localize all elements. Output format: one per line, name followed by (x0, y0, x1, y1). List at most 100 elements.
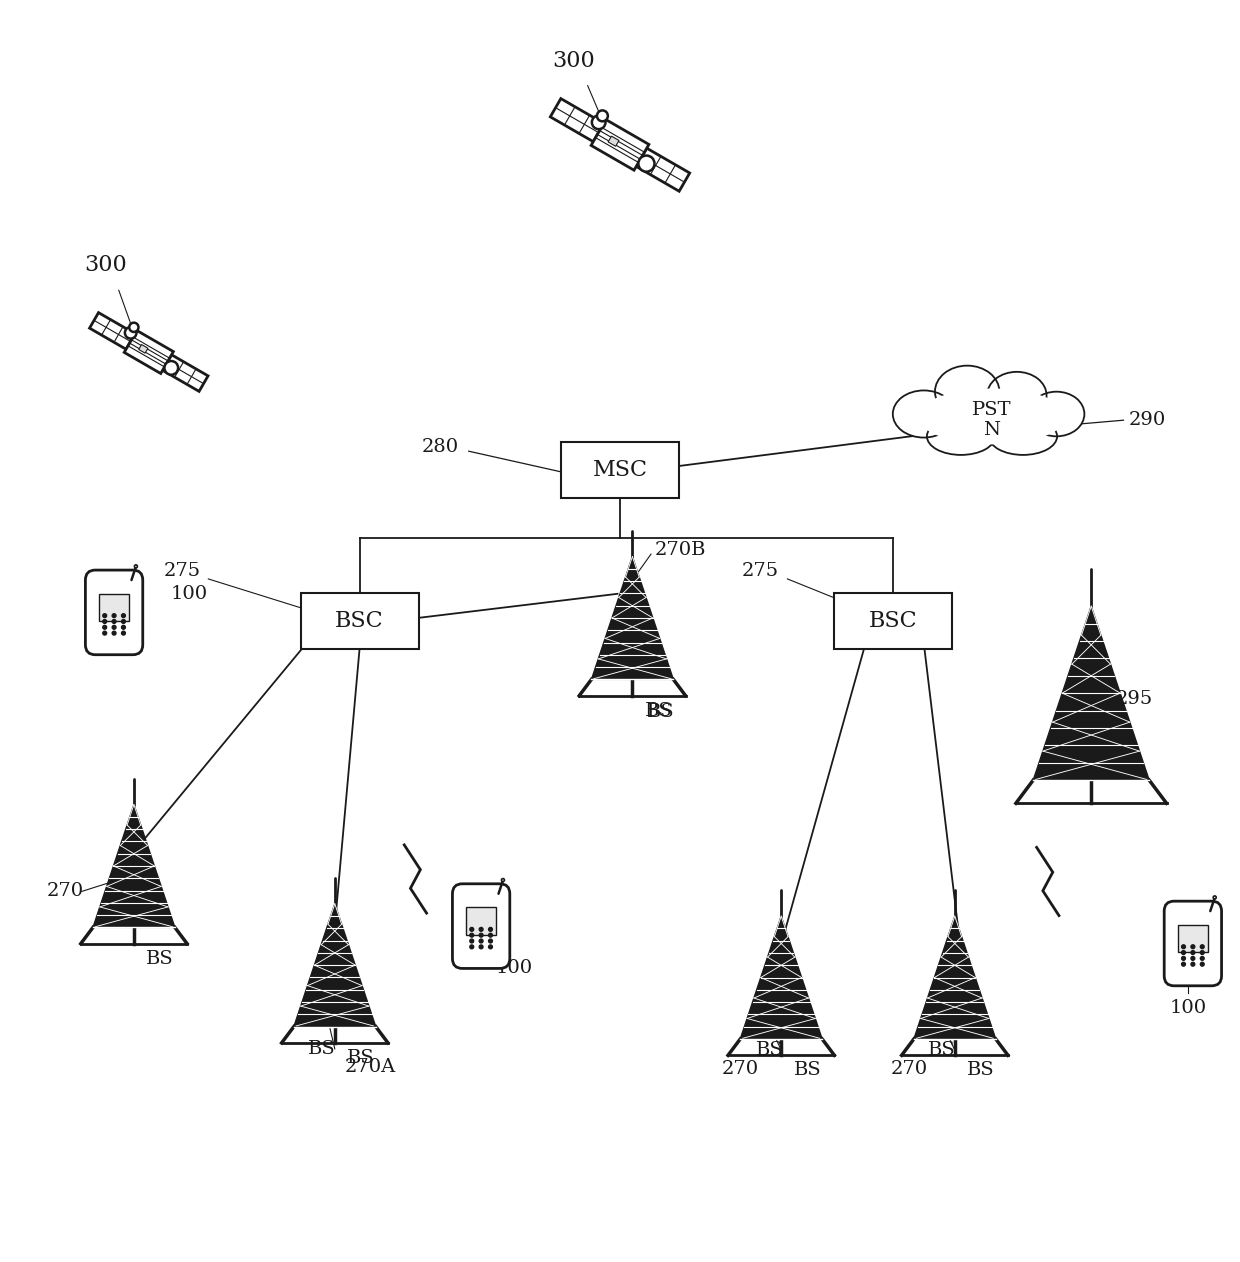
Circle shape (122, 613, 125, 617)
Polygon shape (608, 136, 619, 146)
FancyBboxPatch shape (453, 883, 510, 968)
Circle shape (639, 155, 655, 172)
Text: 300: 300 (553, 49, 595, 72)
Circle shape (489, 934, 492, 938)
Circle shape (591, 116, 605, 129)
Circle shape (1182, 950, 1185, 954)
Circle shape (103, 631, 107, 635)
Circle shape (122, 626, 125, 630)
FancyBboxPatch shape (833, 593, 952, 649)
Text: BS: BS (347, 1049, 374, 1066)
Circle shape (112, 613, 117, 617)
Circle shape (1200, 963, 1204, 967)
FancyBboxPatch shape (99, 593, 129, 621)
Circle shape (479, 934, 484, 938)
Text: 295: 295 (1116, 690, 1153, 708)
FancyBboxPatch shape (1164, 901, 1221, 986)
Circle shape (596, 110, 608, 121)
Circle shape (112, 631, 117, 635)
Circle shape (1190, 950, 1195, 954)
Circle shape (1213, 896, 1216, 899)
Circle shape (470, 945, 474, 949)
Circle shape (1200, 950, 1204, 954)
Text: BS: BS (308, 1040, 335, 1058)
Circle shape (134, 565, 138, 568)
Polygon shape (740, 916, 822, 1039)
Ellipse shape (990, 418, 1058, 454)
Text: 270: 270 (890, 1060, 928, 1078)
Text: 270: 270 (722, 1060, 759, 1078)
Circle shape (501, 878, 505, 882)
Circle shape (1190, 945, 1195, 949)
FancyBboxPatch shape (1178, 925, 1208, 952)
Circle shape (479, 945, 484, 949)
Text: 300: 300 (84, 254, 126, 276)
Polygon shape (1033, 606, 1149, 780)
Circle shape (103, 613, 107, 617)
Polygon shape (93, 805, 175, 928)
Ellipse shape (935, 366, 999, 418)
Polygon shape (591, 120, 649, 170)
Ellipse shape (1028, 391, 1084, 437)
Text: 275: 275 (742, 563, 779, 581)
Text: MSC: MSC (593, 459, 647, 481)
Circle shape (1200, 945, 1204, 949)
Text: 100: 100 (496, 959, 533, 977)
FancyBboxPatch shape (466, 907, 496, 935)
Text: BS: BS (146, 950, 174, 968)
Circle shape (1190, 963, 1195, 967)
Circle shape (1182, 957, 1185, 960)
Circle shape (112, 626, 117, 630)
Polygon shape (636, 148, 689, 192)
Text: BS: BS (928, 1041, 955, 1059)
Ellipse shape (926, 418, 994, 454)
Circle shape (1182, 963, 1185, 967)
Text: 270A: 270A (345, 1059, 396, 1076)
Text: BSC: BSC (868, 610, 918, 632)
Text: BSC: BSC (335, 610, 384, 632)
FancyBboxPatch shape (300, 593, 419, 649)
Polygon shape (162, 355, 208, 391)
Polygon shape (124, 331, 174, 374)
Text: BS: BS (645, 702, 672, 719)
Polygon shape (591, 557, 673, 679)
Ellipse shape (987, 372, 1047, 419)
Text: 290: 290 (1128, 411, 1166, 429)
Circle shape (1200, 957, 1204, 960)
FancyBboxPatch shape (560, 442, 680, 497)
Text: 270B: 270B (655, 541, 707, 559)
Circle shape (470, 934, 474, 938)
Circle shape (489, 939, 492, 943)
Text: 275: 275 (164, 563, 201, 581)
Polygon shape (139, 345, 148, 353)
Circle shape (129, 323, 139, 332)
Polygon shape (89, 313, 135, 350)
Text: BS: BS (967, 1061, 994, 1079)
Ellipse shape (918, 389, 1066, 444)
Text: BS: BS (756, 1041, 784, 1059)
Polygon shape (294, 904, 376, 1026)
Polygon shape (551, 98, 604, 141)
Circle shape (165, 361, 179, 375)
Circle shape (103, 626, 107, 630)
Circle shape (125, 327, 136, 338)
Text: PST
N: PST N (972, 401, 1012, 439)
FancyBboxPatch shape (86, 570, 143, 655)
Circle shape (489, 928, 492, 931)
Circle shape (1182, 945, 1185, 949)
Text: BS: BS (647, 703, 675, 721)
Circle shape (122, 620, 125, 623)
Text: BS: BS (794, 1061, 821, 1079)
Text: 100: 100 (1169, 1000, 1207, 1017)
Circle shape (470, 939, 474, 943)
Ellipse shape (893, 390, 955, 438)
Text: 270: 270 (47, 882, 84, 900)
Circle shape (103, 620, 107, 623)
Polygon shape (914, 916, 996, 1039)
Circle shape (489, 945, 492, 949)
Circle shape (479, 928, 484, 931)
Circle shape (122, 631, 125, 635)
Text: BS: BS (139, 892, 166, 910)
Circle shape (112, 620, 117, 623)
Text: 280: 280 (422, 438, 459, 457)
